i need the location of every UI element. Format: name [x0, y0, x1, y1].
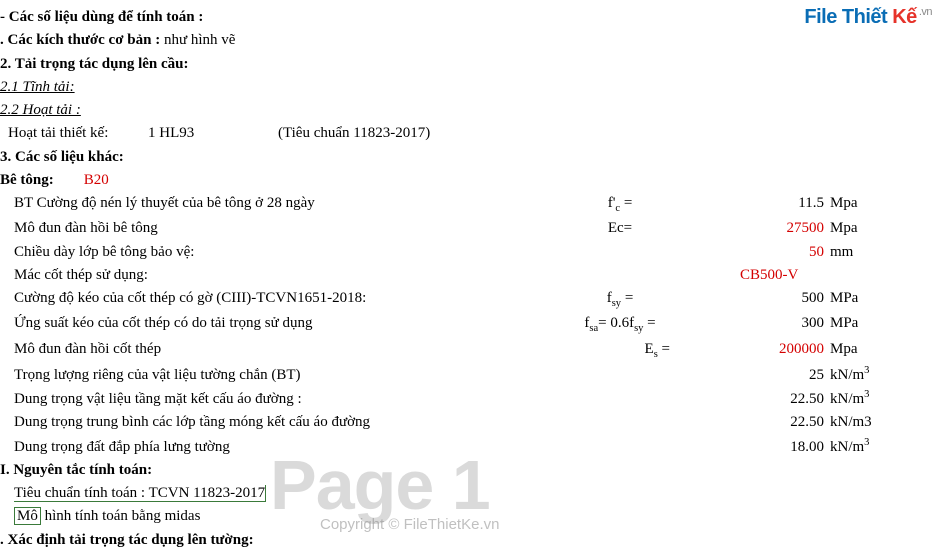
calc-model-rest: hình tính toán bằng midas — [45, 508, 201, 524]
row-unit-weight-wall: Trọng lượng riêng của vật liệu tường chắ… — [0, 363, 950, 387]
concrete-label: Bê tông: — [0, 172, 54, 188]
live-load-label: Hoạt tải thiết kế: — [8, 122, 148, 145]
unit: Mpa — [830, 217, 900, 240]
label: Cường độ kéo của cốt thép có gờ (CIII)-T… — [0, 287, 560, 310]
site-logo: File Thiết Kế.vn — [804, 6, 932, 29]
label: Mác cốt thép sử dụng: — [0, 264, 560, 287]
live-load-note: (Tiêu chuẩn 11823-2017) — [278, 122, 478, 145]
row-cover: Chiều dày lớp bê tông bảo vệ: 50 mm — [0, 241, 950, 264]
unit: MPa — [830, 287, 900, 310]
symbol: Ec= — [560, 217, 680, 240]
live-load-value: 1 HL93 — [148, 122, 278, 145]
heading-2-1: 2.1 Tĩnh tải: — [0, 76, 950, 99]
row-fc: BT Cường độ nén lý thuyết của bê tông ở … — [0, 192, 950, 217]
label: Dung trọng đất đắp phía lưng tường — [0, 436, 560, 459]
unit: kN/m3 — [830, 363, 900, 387]
value: 18.00 — [680, 436, 830, 459]
row-ec: Mô đun đàn hồi bê tông Ec= 27500 Mpa — [0, 217, 950, 240]
value: CB500-V — [680, 264, 830, 287]
value: 25 — [680, 364, 830, 387]
row-unit-weight-backfill: Dung trọng đất đắp phía lưng tường 18.00… — [0, 435, 950, 459]
row-es: Mô đun đàn hồi cốt thép Es = 200000 Mpa — [0, 338, 950, 363]
unit: kN/m3 — [830, 435, 900, 459]
row-fsa: Ứng suất kéo của cốt thép có do tải trọn… — [0, 312, 950, 337]
unit: kN/m3 — [830, 387, 900, 411]
calc-model-mo: Mô — [14, 507, 41, 525]
row-unit-weight-base: Dung trọng trung bình các lớp tầng móng … — [0, 411, 950, 434]
symbol: Es = — [560, 338, 680, 363]
unit: Mpa — [830, 338, 900, 361]
heading-principles: I. Nguyên tắc tính toán: — [0, 459, 950, 482]
design-live-load-row: Hoạt tải thiết kế: 1 HL93 (Tiêu chuẩn 11… — [0, 122, 950, 145]
symbol: fsa= 0.6fsy = — [560, 312, 680, 337]
value: 50 — [680, 241, 830, 264]
calc-model: Mô hình tính toán bằng midas — [0, 505, 950, 528]
value: 11.5 — [680, 192, 830, 215]
unit: mm — [830, 241, 900, 264]
label: Mô đun đàn hồi bê tông — [0, 217, 560, 240]
heading-loads-on-wall: . Xác định tải trọng tác dụng lên tường: — [0, 529, 950, 552]
heading-3: 3. Các số liệu khác: — [0, 146, 950, 169]
label: Dung trọng vật liệu tầng mặt kết cấu áo … — [0, 388, 560, 411]
heading-1-label: . Các kích thước cơ bản : — [0, 32, 160, 48]
label: Trọng lượng riêng của vật liệu tường chắ… — [0, 364, 560, 387]
value: 200000 — [680, 338, 830, 361]
concrete-value: B20 — [84, 172, 109, 188]
symbol: f'c = — [560, 192, 680, 217]
calc-standard: Tiêu chuẩn tính toán : TCVN 11823-2017 — [0, 482, 950, 505]
label: Mô đun đàn hồi cốt thép — [0, 338, 560, 361]
value: 22.50 — [680, 388, 830, 411]
unit: MPa — [830, 312, 900, 335]
concrete-row: Bê tông: B20 — [0, 169, 950, 192]
heading-1-note: như hình vẽ — [160, 32, 235, 48]
logo-part-1: File — [804, 6, 836, 28]
logo-part-2: Thiết — [837, 6, 892, 28]
label: Dung trọng trung bình các lớp tầng móng … — [0, 411, 560, 434]
row-unit-weight-surface: Dung trọng vật liệu tầng mặt kết cấu áo … — [0, 387, 950, 411]
label: Chiều dày lớp bê tông bảo vệ: — [0, 241, 560, 264]
heading-2-2: 2.2 Hoạt tải : — [0, 99, 950, 122]
unit: kN/m3 — [830, 411, 900, 434]
label: BT Cường độ nén lý thuyết của bê tông ở … — [0, 192, 560, 215]
unit: Mpa — [830, 192, 900, 215]
row-fsy: Cường độ kéo của cốt thép có gờ (CIII)-T… — [0, 287, 950, 312]
value: 22.50 — [680, 411, 830, 434]
label: Ứng suất kéo của cốt thép có do tải trọn… — [0, 312, 560, 335]
calc-standard-text: Tiêu chuẩn tính toán : TCVN 11823-2017 — [14, 485, 266, 502]
symbol: fsy = — [560, 287, 680, 312]
logo-part-3: Kế — [892, 6, 917, 28]
value: 500 — [680, 287, 830, 310]
row-rebar-grade: Mác cốt thép sử dụng: CB500-V — [0, 264, 950, 287]
value: 300 — [680, 312, 830, 335]
heading-1: . Các kích thước cơ bản : như hình vẽ — [0, 29, 950, 52]
value: 27500 — [680, 217, 830, 240]
logo-part-4: .vn — [919, 6, 932, 18]
heading-2: 2. Tải trọng tác dụng lên cầu: — [0, 53, 950, 76]
